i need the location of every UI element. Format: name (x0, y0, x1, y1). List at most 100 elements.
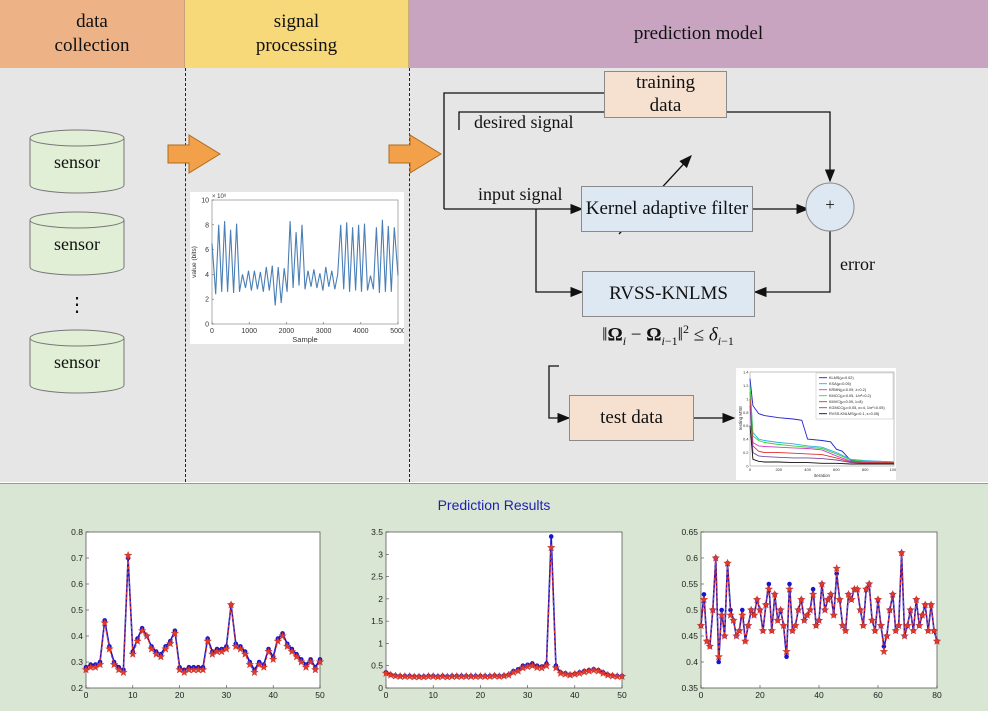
mse-y-tick-label: 0 (746, 464, 749, 469)
sensor-label: sensor (54, 152, 100, 172)
y-tick-label: 0.35 (681, 683, 698, 693)
predicted-point (832, 563, 841, 572)
x-tick-label: 2000 (279, 328, 295, 335)
predicted-point (894, 621, 903, 630)
actual-point (740, 607, 745, 613)
y-tick-label: 0.4 (71, 631, 83, 641)
y-tick-label: 0 (378, 683, 383, 693)
predicted-point (720, 631, 729, 640)
predicted-point (853, 584, 862, 593)
predicted-point (735, 626, 744, 635)
predicted-point (847, 595, 856, 604)
predicted-point (292, 652, 301, 661)
y-tick-label: 3 (378, 549, 383, 559)
predicted-point (222, 644, 231, 653)
predicted-point (888, 589, 897, 598)
predicted-point (278, 631, 287, 640)
y-tick-label: 0.7 (71, 553, 83, 563)
actual-point (766, 581, 772, 587)
x-tick-label: 40 (268, 690, 278, 700)
predicted-point (231, 641, 240, 650)
predicted-point (105, 644, 114, 653)
predicted-point (119, 667, 128, 676)
x-tick-label: 0 (384, 690, 389, 700)
predicted-point (301, 662, 311, 671)
predicted-point (137, 626, 147, 635)
predicted-point (788, 626, 797, 635)
predicted-point (864, 579, 874, 588)
predicted-point (743, 621, 753, 630)
predicted-point (876, 621, 886, 630)
y-tick-label: 0.65 (681, 527, 698, 537)
x-tick-label: 10 (128, 690, 138, 700)
predicted-point (785, 584, 794, 593)
predicted-point (808, 589, 818, 598)
mse-series-line (749, 385, 894, 463)
mse-y-tick-label: 0.8 (743, 410, 749, 415)
predicted-point (826, 589, 836, 598)
y-axis-label: value (bits) (191, 246, 198, 278)
predicted-point (109, 660, 119, 669)
y-tick-label: 0.45 (681, 631, 698, 641)
predicted-point (114, 665, 123, 674)
predicted-point (749, 610, 759, 619)
mse-x-tick-label: 600 (833, 467, 840, 472)
predicted-point (909, 626, 918, 635)
mse-series-line (749, 385, 895, 463)
predicted-point (823, 595, 833, 604)
y-tick-label: 1 (378, 638, 383, 648)
predicted-point (835, 595, 844, 604)
mse-plot: 0200400600800100000.20.40.60.811.21.4 KL… (736, 368, 896, 480)
y-tick-label: 0.4 (686, 657, 698, 667)
actual-point (716, 659, 721, 665)
predicted-point (755, 605, 765, 614)
predicted-point (817, 579, 827, 588)
sensor-stack (29, 129, 125, 394)
predicted-point (311, 665, 320, 674)
predicted-point (95, 660, 105, 669)
prediction-chart-2: 0 10 20 30 40 50 0 0.5 1 1.5 2 2.5 3 3.5 (371, 527, 627, 700)
y-tick-label: 2 (205, 297, 209, 304)
predicted-point (729, 615, 738, 624)
predicted-point (198, 665, 208, 674)
predicted-point (891, 626, 900, 635)
predicted-point (856, 605, 865, 614)
legend-entry: KMVC(μ=0.09, λ=8) (829, 400, 863, 404)
x-tick-label: 80 (932, 690, 942, 700)
predicted-point (254, 660, 264, 669)
predicted-point (532, 663, 542, 672)
predicted-point (711, 553, 720, 562)
predicted-point (603, 670, 613, 679)
input-signal-label: input signal (478, 184, 563, 204)
signal-plot: 0 1000 2000 3000 4000 5000 0 2 4 6 8 10 × 10⁸ Sampl… (190, 192, 404, 344)
x-tick-label: 20 (175, 690, 185, 700)
predicted-point (315, 657, 325, 666)
predicted-point (142, 631, 152, 640)
sensor-cylinder (29, 129, 125, 194)
predicted-point (161, 644, 170, 653)
predicted-point (561, 669, 570, 678)
x-tick-label: 1000 (241, 328, 257, 335)
y-tick-label: 0.8 (71, 527, 83, 537)
predicted-point (283, 641, 292, 650)
predicted-point (273, 636, 283, 645)
predicted-point (814, 615, 824, 624)
x-tick-label: 30 (523, 690, 533, 700)
legend-entry: RVSS-KNLMS(μ=0.1, ε=0.05) (829, 412, 880, 416)
test-data-box: test data (569, 395, 694, 441)
mse-y-tick-label: 0.4 (743, 437, 749, 442)
predicted-point (932, 636, 942, 645)
predicted-point (147, 644, 156, 653)
x-tick-label: 0 (210, 328, 214, 335)
mse-x-tick-label: 1000 (890, 467, 896, 472)
predicted-point (123, 550, 133, 559)
kernel-adaptive-filter-box: Kernel adaptive filter (581, 186, 753, 232)
x-tick-label: 4000 (353, 328, 369, 335)
predicted-point (542, 661, 551, 670)
x-tick-label: 3000 (316, 328, 332, 335)
predicted-point (589, 665, 598, 674)
sensor-cylinder (29, 329, 125, 394)
x-tick-label: 20 (755, 690, 765, 700)
predicted-point (906, 605, 915, 614)
predicted-point (829, 610, 838, 619)
